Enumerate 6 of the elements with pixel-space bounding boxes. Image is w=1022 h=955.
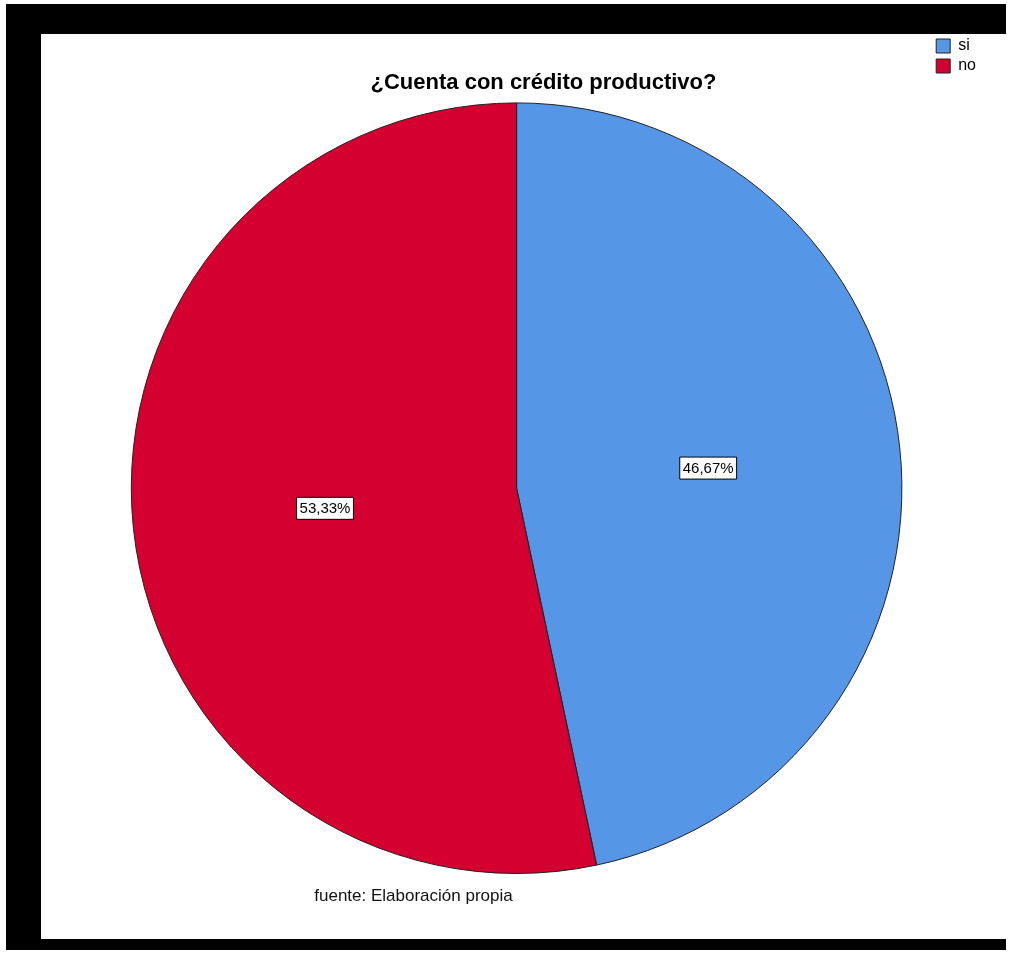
data-label: 46,67% <box>682 459 734 477</box>
legend-label: no <box>958 56 977 74</box>
source-note: fuente: Elaboración propia <box>313 886 514 906</box>
text: ¿Cuenta con crédito productivo? <box>370 69 717 95</box>
data-label: 53,33% <box>299 499 351 517</box>
legend-label: si <box>958 36 970 54</box>
